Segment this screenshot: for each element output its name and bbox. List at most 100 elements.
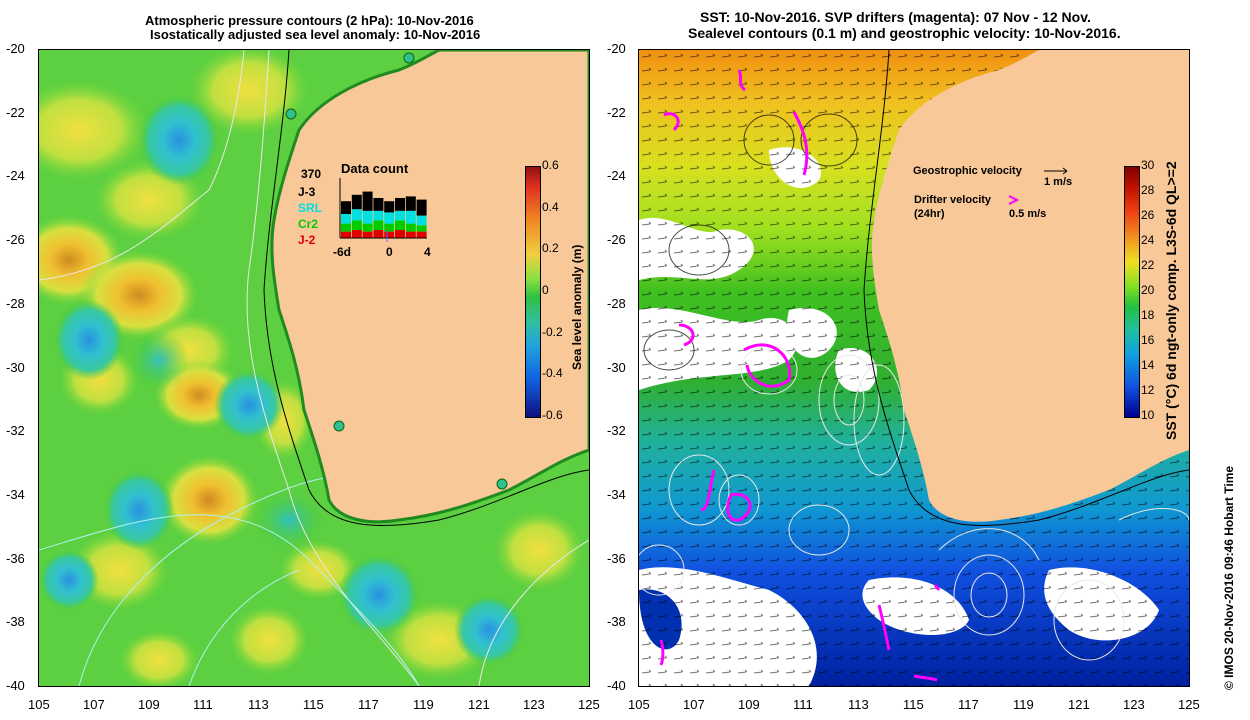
y-tick-label: -38 <box>607 614 626 630</box>
data-count-bar-segment <box>362 223 373 232</box>
data-count-bar-segment <box>416 199 427 216</box>
y-tick-label: -34 <box>6 486 25 502</box>
copyright-footer: © IMOS 20-Nov-2016 09:46 Hobart Time <box>1222 465 1236 690</box>
drifter-velocity-period: (24hr) <box>914 208 945 220</box>
colorbar-tick-label: 0.6 <box>542 158 559 172</box>
x-tick-label: 107 <box>683 697 705 712</box>
data-count-bar-segment <box>416 225 427 232</box>
y-tick-label: -32 <box>607 423 626 439</box>
y-tick-label: -24 <box>6 168 25 184</box>
geostrophic-velocity-label: Geostrophic velocity <box>913 165 1022 177</box>
y-tick-label: -36 <box>607 550 626 566</box>
y-tick-label: -26 <box>6 232 25 248</box>
y-tick-label: -20 <box>607 41 626 56</box>
data-count-bar-segment <box>341 231 351 238</box>
data-count-bar-segment <box>341 214 351 224</box>
data-count-bar-segment <box>384 212 395 224</box>
mission-j3: J-3 <box>298 185 316 199</box>
colorbar-tick-label: 30 <box>1141 158 1155 172</box>
data-count-bar-segment <box>341 201 351 214</box>
mission-j2: J-2 <box>298 233 316 247</box>
data-count-bar-segment <box>395 220 405 230</box>
sla-colorbar-label: Sea level anomaly (m) <box>570 244 584 370</box>
sst-map-panel: Geostrophic velocity 1 m/s Drifter veloc… <box>638 49 1190 687</box>
sst-colorbar <box>1124 166 1140 418</box>
data-count-bar-segment <box>362 231 373 238</box>
y-tick-label: -20 <box>6 41 25 56</box>
data-count-bar-segment <box>416 231 427 238</box>
colorbar-tick-label: 18 <box>1141 308 1155 322</box>
data-count-bar-segment <box>384 201 395 213</box>
data-count-bar-segment <box>351 209 362 221</box>
colorbar-tick-label: 10 <box>1141 408 1155 422</box>
data-count-bars <box>339 178 427 242</box>
data-count-axis-start: -6d <box>333 245 351 259</box>
right-title-line2: Sealevel contours (0.1 m) and geostrophi… <box>688 25 1121 41</box>
shelf-contour <box>263 50 589 527</box>
x-tick-label: 111 <box>193 697 213 712</box>
x-tick-label: 123 <box>523 697 545 712</box>
land-australia <box>270 50 589 524</box>
y-tick-label: -22 <box>607 104 626 120</box>
data-count-bar-segment <box>351 230 362 238</box>
colorbar-tick-label: -0.6 <box>542 408 563 422</box>
y-tick-label: -32 <box>6 423 25 439</box>
x-tick-label: 115 <box>303 697 324 712</box>
colorbar-tick-label: 24 <box>1141 233 1155 247</box>
x-tick-label: 115 <box>903 697 924 712</box>
data-count-bar-segment <box>405 231 416 238</box>
data-count-bar-segment <box>373 220 384 230</box>
left-title-line2: Isostatically adjusted sea level anomaly… <box>150 27 481 42</box>
y-tick-label: -30 <box>607 359 626 375</box>
data-count-bar-segment <box>351 194 362 210</box>
y-tick-label: -30 <box>6 359 25 375</box>
x-tick-label: 113 <box>248 697 269 712</box>
data-count-bar-segment <box>405 210 416 224</box>
data-count-bar-segment <box>405 223 416 232</box>
x-tick-label: 125 <box>578 697 600 712</box>
x-tick-label: 121 <box>1068 697 1090 712</box>
colorbar-tick-label: 14 <box>1141 358 1155 372</box>
y-tick-label: -36 <box>6 550 25 566</box>
colorbar-tick-label: 12 <box>1141 383 1155 397</box>
x-tick-label: 119 <box>1013 697 1034 712</box>
tide-gauge-marker <box>496 478 508 490</box>
y-tick-label: -22 <box>6 104 25 120</box>
sla-map-panel: Data count 370 J-3 SRL Cr2 J-2 -6d 0 4 0… <box>38 49 590 687</box>
drifter-tracks <box>659 69 941 682</box>
y-tick-label: -26 <box>607 232 626 248</box>
colorbar-tick-label: 0.2 <box>542 241 559 256</box>
colorbar-tick-label: 0 <box>542 283 549 297</box>
data-count-bar-segment <box>373 210 384 221</box>
y-tick-label: -40 <box>6 678 25 693</box>
y-tick-label: -34 <box>607 486 626 502</box>
x-tick-label: 105 <box>628 697 650 712</box>
shelf-contour <box>863 50 1189 527</box>
data-count-inset: Data count 370 J-3 SRL Cr2 J-2 -6d 0 4 <box>291 158 431 268</box>
x-tick-label: 117 <box>358 697 379 712</box>
mission-cr2: Cr2 <box>298 217 319 231</box>
x-tick-label: 117 <box>958 697 979 712</box>
x-tick-label: 119 <box>413 697 434 712</box>
colorbar-tick-label: 22 <box>1141 258 1155 272</box>
colorbar-tick-label: 28 <box>1141 183 1155 197</box>
x-tick-label: 111 <box>793 697 813 712</box>
sst-map <box>639 50 1189 686</box>
right-title-line1: SST: 10-Nov-2016. SVP drifters (magenta)… <box>700 9 1091 25</box>
x-tick-label: 105 <box>28 697 50 712</box>
drifter-velocity-label: Drifter velocity <box>914 194 992 206</box>
data-count-axis-zero: 0 <box>386 245 393 259</box>
y-tick-label: -28 <box>6 295 25 311</box>
x-tick-label: 113 <box>848 697 869 712</box>
colorbar-tick-label: 20 <box>1141 283 1155 297</box>
data-count-total: 370 <box>301 167 322 181</box>
data-count-bar-segment <box>384 223 395 232</box>
land-australia <box>871 50 1189 522</box>
x-tick-label: 109 <box>138 697 160 712</box>
data-count-bar-segment <box>395 210 405 221</box>
data-count-bar-segment <box>373 230 384 238</box>
colorbar-tick-label: 16 <box>1141 333 1155 347</box>
data-count-axis-end: 4 <box>424 245 431 259</box>
data-count-bar-segment <box>362 210 373 224</box>
x-tick-label: 109 <box>738 697 760 712</box>
